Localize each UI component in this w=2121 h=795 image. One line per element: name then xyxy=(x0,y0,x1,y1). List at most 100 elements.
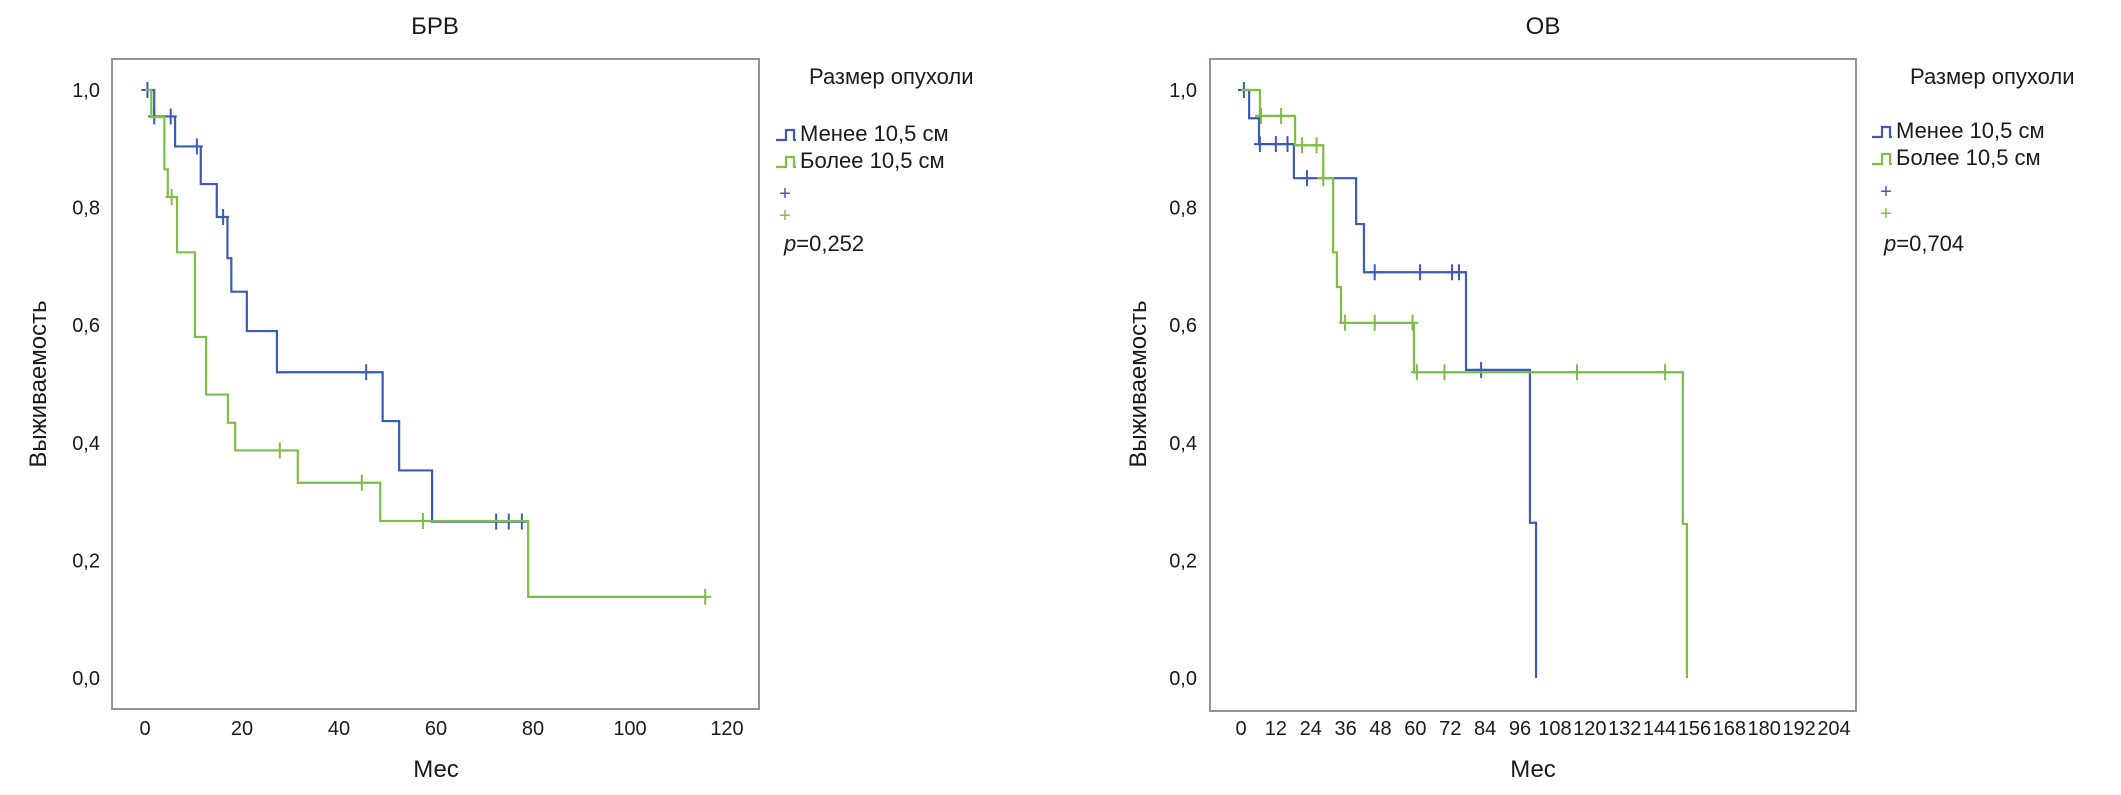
censor-mark xyxy=(1281,136,1294,153)
y-tick-label: 0,8 xyxy=(72,198,100,220)
x-tick-label: 120 xyxy=(1573,718,1606,740)
y-tick-label: 0,2 xyxy=(1169,550,1197,572)
chart-ov: ОВ 0 12 24 36 48 60 72 84 96 108 120 132 144 156 168 18… xyxy=(1125,13,2075,783)
y-tick-label: 1,0 xyxy=(1169,80,1197,102)
x-tick-label: 12 xyxy=(1265,718,1287,740)
censor-mark xyxy=(1414,264,1427,281)
censor-mark xyxy=(416,513,429,530)
x-tick-label: 24 xyxy=(1300,718,1322,740)
p-label: p xyxy=(1883,231,1896,256)
survival-curve-less-10-5 xyxy=(145,88,526,523)
x-tick-label: 132 xyxy=(1608,718,1641,740)
y-tick-labels: 0,0 0,2 0,4 0,6 0,8 1,0 xyxy=(72,80,100,690)
y-tick-label: 0,6 xyxy=(72,315,100,337)
censor-mark xyxy=(217,209,230,226)
legend-step-icon-green xyxy=(1872,152,1892,166)
x-tick-label: 156 xyxy=(1678,718,1711,740)
x-axis-label: Мес xyxy=(413,756,459,783)
x-tick-label: 180 xyxy=(1748,718,1781,740)
legend-entry-less: Менее 10,5 см xyxy=(1896,118,2045,143)
censor-mark xyxy=(1253,136,1266,153)
censor-mark xyxy=(1368,314,1381,331)
censor-mark xyxy=(699,588,712,605)
chart-brv: БРВ 0 20 40 60 80 100 120 0,0 0,2 0,4 0,6 0,8 1,0 М… xyxy=(25,13,974,783)
censor-mark xyxy=(1368,264,1381,281)
survival-curve-more-10-5 xyxy=(1241,88,1689,678)
censor-mark xyxy=(273,442,286,459)
legend-title: Размер опухоли xyxy=(1910,64,2075,89)
y-tick-label: 0,4 xyxy=(1169,433,1197,455)
censor-mark xyxy=(190,138,203,155)
x-tick-label: 72 xyxy=(1439,718,1461,740)
x-tick-label: 60 xyxy=(425,718,447,740)
y-tick-labels: 0,0 0,2 0,4 0,6 0,8 1,0 xyxy=(1169,80,1197,690)
censor-mark xyxy=(360,364,373,381)
censor-mark xyxy=(1410,364,1423,381)
legend-step-icon-green xyxy=(776,155,796,169)
p-value: p=0,704 xyxy=(1883,231,1964,256)
censor-mark xyxy=(355,474,368,491)
y-tick-label: 0,4 xyxy=(72,433,100,455)
x-tick-label: 120 xyxy=(710,718,743,740)
censor-mark xyxy=(1317,170,1330,187)
x-tick-label: 36 xyxy=(1335,718,1357,740)
censor-plus-icon-blue: + xyxy=(779,183,791,205)
censor-mark xyxy=(164,108,177,125)
p-value: p=0,252 xyxy=(783,231,864,256)
y-axis-label: Выживаемость xyxy=(25,300,52,467)
censor-mark xyxy=(1275,107,1288,124)
x-tick-label: 144 xyxy=(1643,718,1676,740)
censor-mark xyxy=(1269,136,1282,153)
p-value-text: =0,252 xyxy=(796,231,864,256)
plot-frame xyxy=(111,58,760,710)
x-tick-label: 84 xyxy=(1474,718,1496,740)
legend-step-icon-blue xyxy=(776,128,796,142)
x-tick-label: 20 xyxy=(231,718,253,740)
censor-mark xyxy=(1571,364,1584,381)
chart-title: БРВ xyxy=(411,13,459,40)
x-tick-label: 96 xyxy=(1509,718,1531,740)
censor-mark xyxy=(1255,107,1268,124)
censor-mark xyxy=(1659,364,1672,381)
censor-mark xyxy=(1453,264,1466,281)
x-tick-label: 100 xyxy=(613,718,646,740)
x-tick-label: 80 xyxy=(522,718,544,740)
x-tick-labels: 0 12 24 36 48 60 72 84 96 108 120 132 144 156 168 180 19… xyxy=(1235,718,1850,740)
censor-mark xyxy=(1310,137,1323,154)
censor-plus-icon-blue: + xyxy=(1880,181,1892,203)
censor-plus-icon-green: + xyxy=(1880,203,1892,225)
legend-step-icon-blue xyxy=(1872,125,1892,139)
y-axis-label: Выживаемость xyxy=(1125,300,1152,467)
y-tick-label: 0,2 xyxy=(72,550,100,572)
x-tick-label: 204 xyxy=(1817,718,1850,740)
x-tick-label: 48 xyxy=(1369,718,1391,740)
x-tick-label: 60 xyxy=(1404,718,1426,740)
censor-mark xyxy=(1300,170,1313,187)
y-tick-label: 0,6 xyxy=(1169,315,1197,337)
y-tick-label: 0,0 xyxy=(72,668,100,690)
censor-mark xyxy=(1339,314,1352,331)
censor-mark xyxy=(1475,361,1488,378)
y-tick-label: 1,0 xyxy=(72,80,100,102)
legend-entry-less: Менее 10,5 см xyxy=(800,121,949,146)
legend: Размер опухоли Менее 10,5 см Более 10,5 … xyxy=(776,64,974,256)
censor-mark xyxy=(165,189,178,206)
censor-mark xyxy=(1406,314,1419,331)
plot-frame xyxy=(1209,58,1857,712)
x-tick-label: 108 xyxy=(1538,718,1571,740)
y-tick-label: 0,8 xyxy=(1169,198,1197,220)
p-label: p xyxy=(783,231,796,256)
censor-plus-icon-green: + xyxy=(779,205,791,227)
legend: Размер опухоли Менее 10,5 см Более 10,5 … xyxy=(1872,64,2075,256)
legend-title: Размер опухоли xyxy=(809,64,974,89)
x-tick-label: 168 xyxy=(1713,718,1746,740)
legend-entry-more: Более 10,5 см xyxy=(1896,145,2041,170)
x-axis-label: Мес xyxy=(1510,756,1556,783)
survival-curve-less-10-5 xyxy=(1241,88,1538,678)
survival-curves xyxy=(141,82,712,605)
x-tick-label: 0 xyxy=(1235,718,1246,740)
legend-entry-more: Более 10,5 см xyxy=(800,148,945,173)
censor-mark xyxy=(1296,137,1309,154)
chart-title: ОВ xyxy=(1526,13,1561,40)
